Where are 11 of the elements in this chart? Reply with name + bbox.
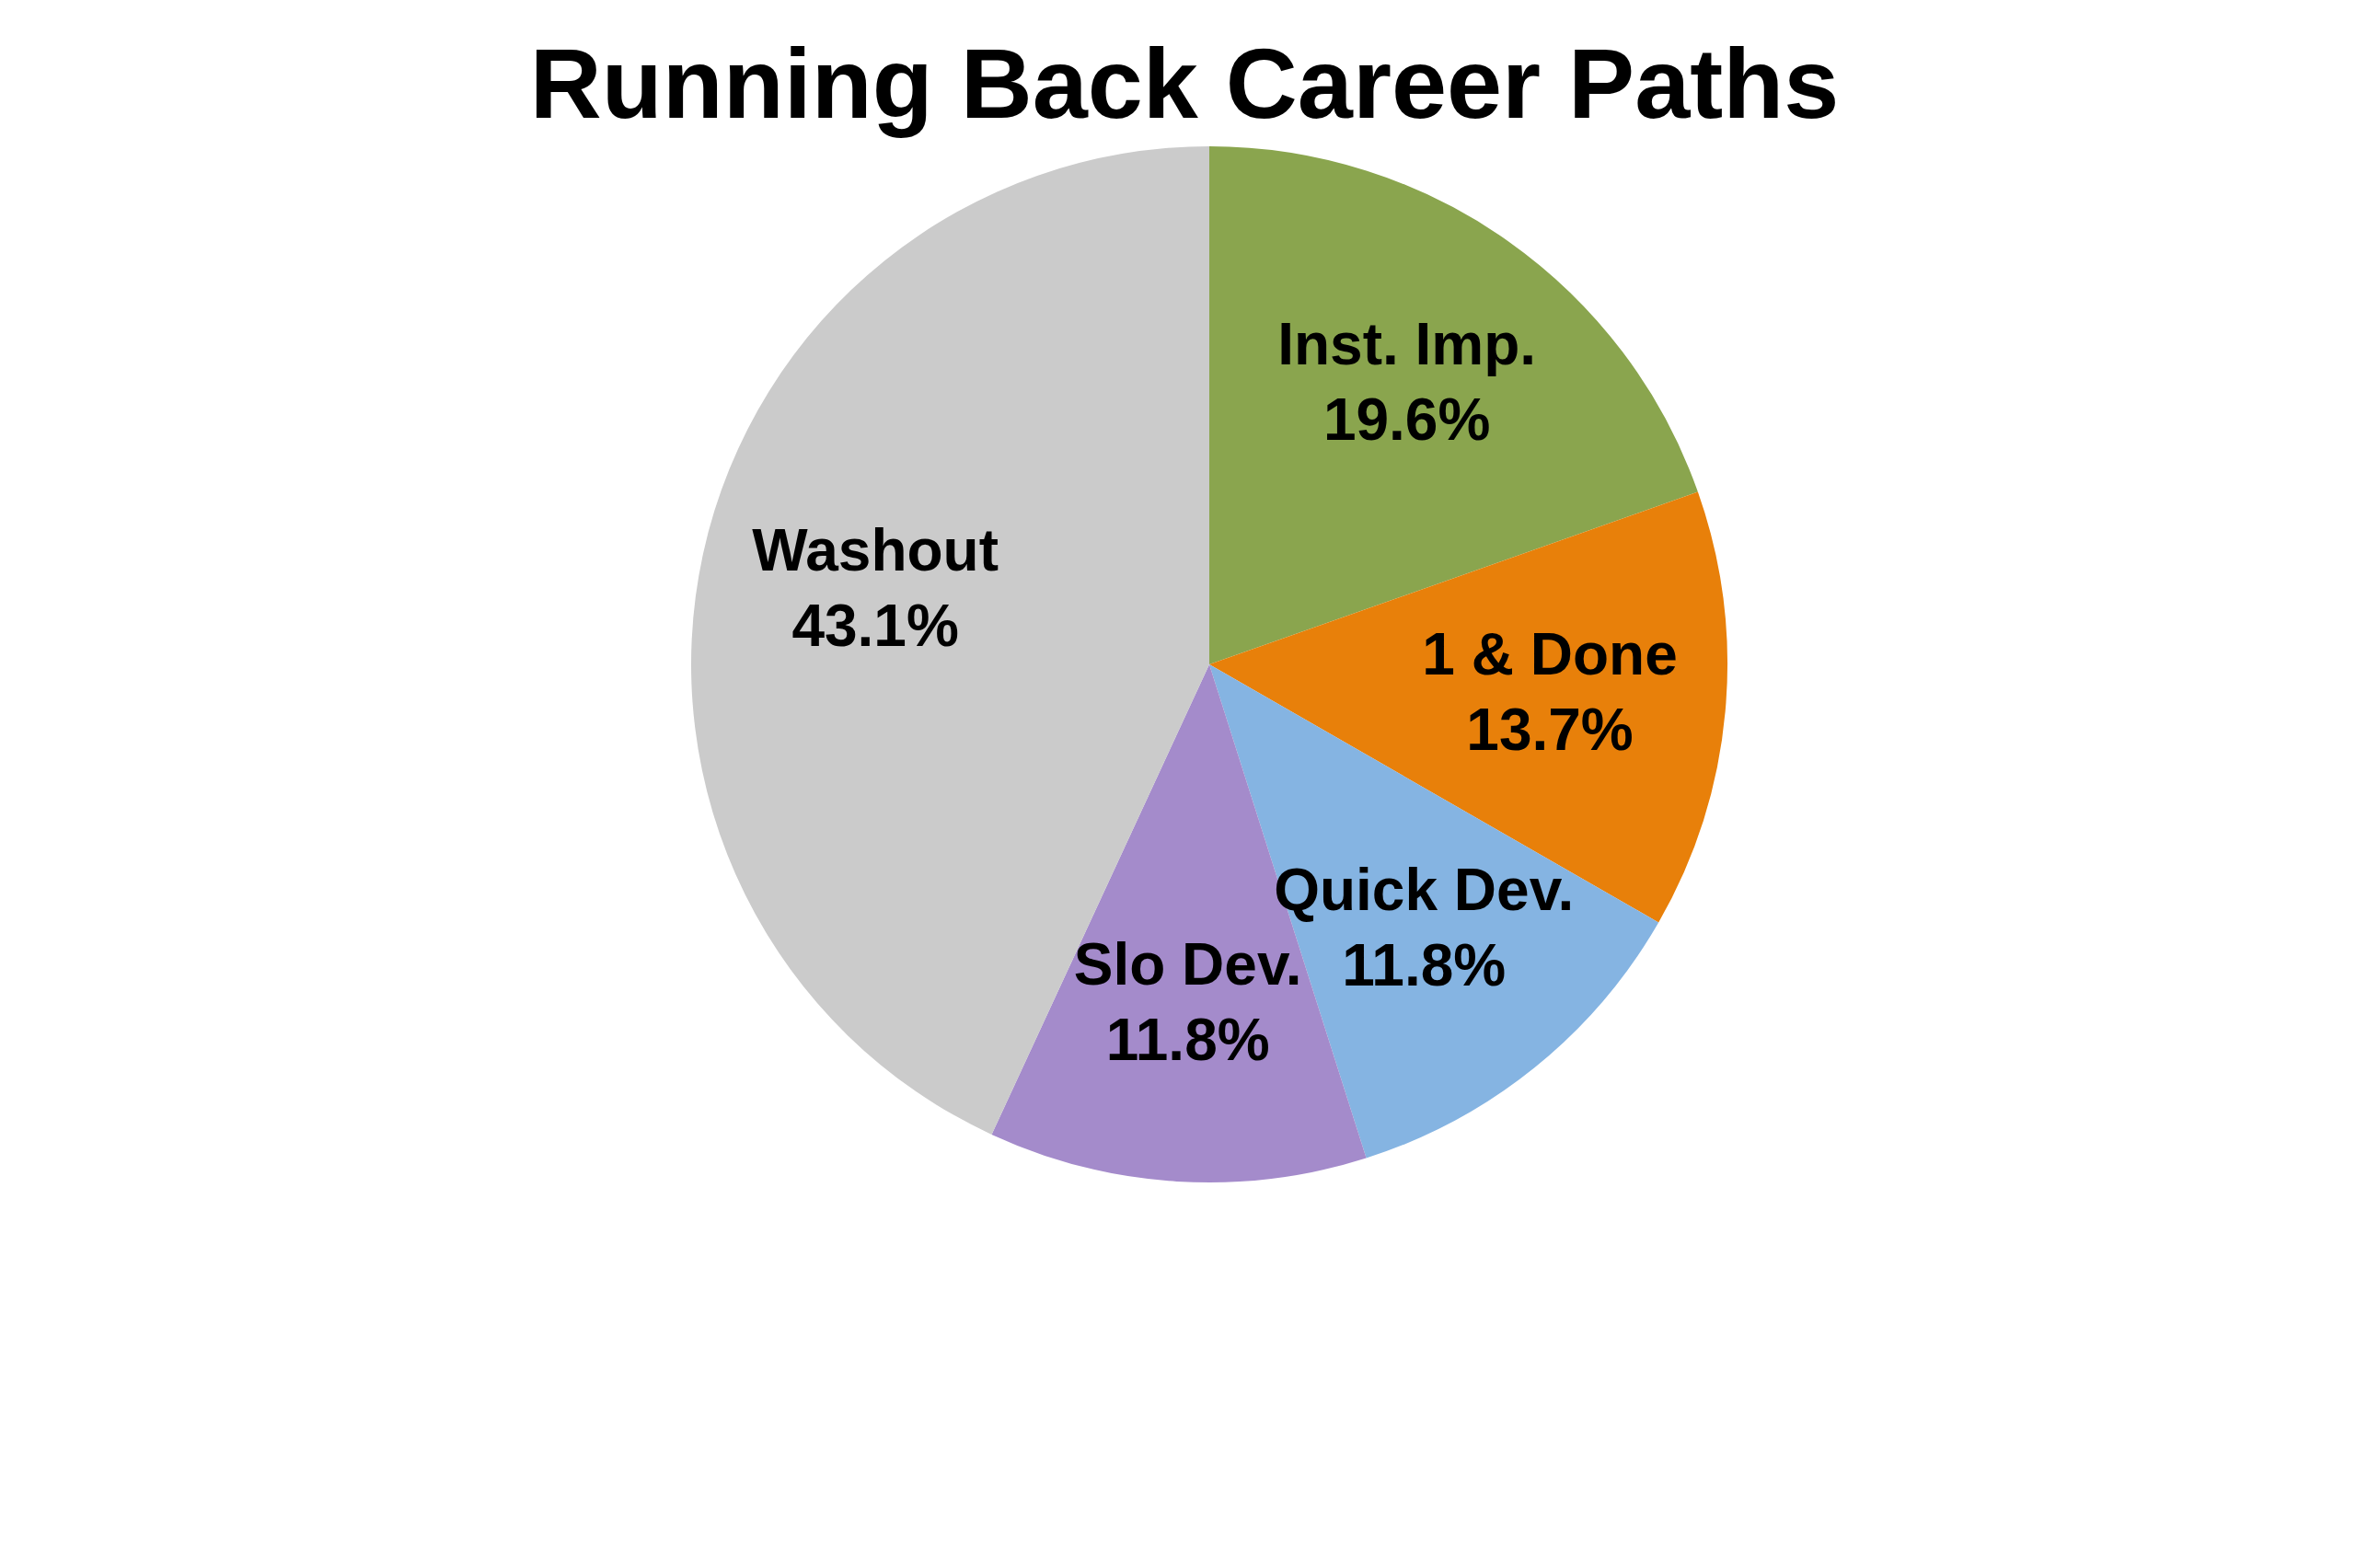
slice-label: Slo Dev. [1073,931,1302,998]
data-label: 13.7% [1466,697,1634,764]
data-label: 11.8% [1105,1007,1270,1074]
data-label: 19.6% [1322,386,1491,454]
data-label: 43.1% [791,592,959,659]
slice-label: 1 & Done [1422,621,1678,688]
slice-label: Inst. Imp. [1277,311,1537,378]
slice-label: Washout [752,516,999,583]
slice-label: Quick Dev. [1274,856,1575,923]
chart-title: Running Back Career Paths [529,27,1840,139]
data-label: 11.8% [1342,931,1507,998]
